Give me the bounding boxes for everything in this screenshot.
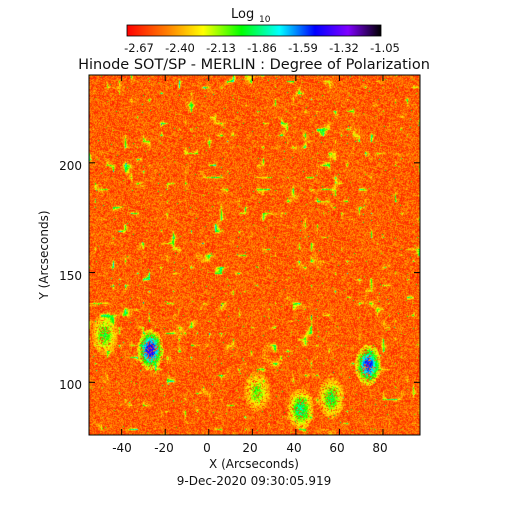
plot-frame [88,74,421,436]
x-tick-label-6: 80 [372,441,387,455]
x-tick-label-5: 60 [329,441,344,455]
y-tick-label-0: 100 [59,378,82,392]
colorbar-tick-label-2: -2.13 [206,41,236,55]
x-tick-label-1: -20 [154,441,174,455]
x-tick-label-4: 40 [286,441,301,455]
x-tick-label-0: -40 [112,441,132,455]
x-tick-labels: -40 -20 0 20 40 60 80 [112,441,387,455]
timestamp: 9-Dec-2020 09:30:05.919 [177,474,331,488]
colorbar-tick-labels: -2.67 -2.40 -2.13 -1.86 -1.59 -1.32 -1.0… [124,41,400,55]
y-tick-label-2: 200 [59,159,82,173]
colorbar-tick-label-4: -1.59 [288,41,318,55]
heatmap-raster [89,75,420,435]
x-axis-label: X (Arcseconds) [209,457,299,471]
colorbar [126,24,382,37]
axis-ticks [89,75,420,435]
x-tick-label-3: 20 [242,441,257,455]
colorbar-tick-label-5: -1.32 [329,41,359,55]
colorbar-tick-label-3: -1.86 [247,41,277,55]
colorbar-title-subscript: 10 [259,15,271,25]
chart-title: Hinode SOT/SP - MERLIN : Degree of Polar… [78,57,430,73]
y-tick-labels: 100 150 200 [59,159,82,392]
colorbar-tick-label-6: -1.05 [370,41,400,55]
y-tick-label-1: 150 [59,269,82,283]
colorbar-title: Log [231,7,254,22]
colorbar-tick-label-1: -2.40 [165,41,195,55]
y-axis-label: Y (Arcseconds) [37,210,51,300]
heatmap-image [89,75,420,435]
colorbar-tick-label-0: -2.67 [124,41,154,55]
x-tick-label-2: 0 [203,441,211,455]
